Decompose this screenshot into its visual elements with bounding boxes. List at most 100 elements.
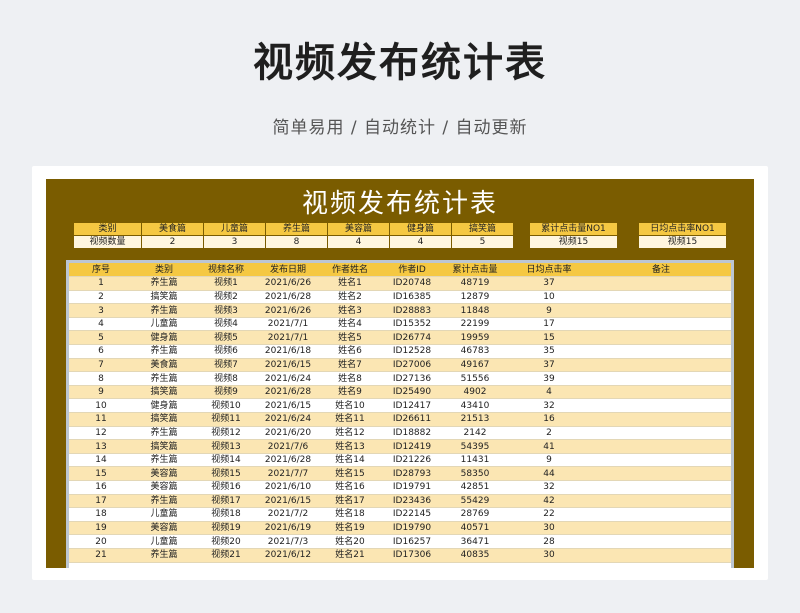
- table-cell[interactable]: 2021/6/19: [257, 521, 319, 536]
- table-cell[interactable]: 视频4: [195, 317, 257, 332]
- table-cell[interactable]: ID21226: [381, 453, 443, 468]
- table-cell[interactable]: 养生篇: [133, 303, 195, 318]
- table-cell[interactable]: [591, 290, 731, 305]
- table-cell[interactable]: 姓名2: [319, 290, 381, 305]
- table-row[interactable]: 19 美容篇 视频19 2021/6/19 姓名19 ID19790 40571 30: [69, 521, 731, 536]
- table-cell[interactable]: 养生篇: [133, 276, 195, 291]
- table-cell[interactable]: 18: [69, 507, 133, 522]
- table-cell[interactable]: 11431: [443, 453, 507, 468]
- table-cell[interactable]: 2021/7/1: [257, 330, 319, 346]
- table-row[interactable]: 8 养生篇 视频8 2021/6/24 姓名8 ID27136 51556 39: [69, 371, 731, 386]
- table-cell[interactable]: 2021/6/12: [257, 548, 319, 563]
- table-cell[interactable]: 视频13: [195, 439, 257, 454]
- table-cell[interactable]: 2021/7/1: [257, 317, 319, 332]
- table-cell[interactable]: ID19791: [381, 480, 443, 495]
- table-cell[interactable]: 儿童篇: [133, 534, 195, 549]
- table-cell[interactable]: 15: [69, 466, 133, 481]
- table-cell[interactable]: 姓名20: [319, 534, 381, 549]
- table-cell[interactable]: 姓名5: [319, 330, 381, 346]
- table-cell[interactable]: ID16257: [381, 534, 443, 549]
- table-cell[interactable]: 46783: [443, 344, 507, 359]
- table-cell[interactable]: 28769: [443, 507, 507, 522]
- table-cell[interactable]: ID12528: [381, 344, 443, 359]
- table-cell[interactable]: 健身篇: [133, 330, 195, 346]
- table-cell[interactable]: 姓名1: [319, 276, 381, 291]
- summary-count[interactable]: 3: [203, 235, 266, 249]
- column-header[interactable]: 发布日期: [257, 263, 319, 278]
- table-cell[interactable]: 40571: [443, 521, 507, 536]
- table-cell[interactable]: 8: [69, 371, 133, 386]
- table-cell[interactable]: 22199: [443, 317, 507, 332]
- table-cell[interactable]: ID16385: [381, 290, 443, 305]
- table-cell[interactable]: 37: [507, 358, 591, 373]
- table-cell[interactable]: 22: [507, 507, 591, 522]
- table-cell[interactable]: 39: [507, 371, 591, 386]
- column-header[interactable]: 序号: [69, 263, 133, 278]
- table-cell[interactable]: 2021/7/2: [257, 507, 319, 522]
- table-cell[interactable]: 姓名15: [319, 466, 381, 481]
- column-header[interactable]: 视频名称: [195, 263, 257, 278]
- table-cell[interactable]: ID20748: [381, 276, 443, 291]
- table-cell[interactable]: [591, 317, 731, 332]
- table-cell[interactable]: 姓名4: [319, 317, 381, 332]
- table-cell[interactable]: 儿童篇: [133, 317, 195, 332]
- table-cell[interactable]: 41: [507, 439, 591, 454]
- table-cell[interactable]: 21: [69, 548, 133, 563]
- table-row[interactable]: 11 搞笑篇 视频11 2021/6/24 姓名11 ID26611 21513 16: [69, 412, 731, 427]
- table-cell[interactable]: 姓名16: [319, 480, 381, 495]
- table-cell[interactable]: ID28883: [381, 303, 443, 318]
- table-cell[interactable]: 视频2: [195, 290, 257, 305]
- table-cell[interactable]: 姓名19: [319, 521, 381, 536]
- table-cell[interactable]: 儿童篇: [133, 507, 195, 522]
- table-cell[interactable]: 32: [507, 398, 591, 414]
- table-cell[interactable]: 11848: [443, 303, 507, 318]
- table-cell[interactable]: [591, 276, 731, 291]
- table-cell[interactable]: [591, 534, 731, 549]
- table-cell[interactable]: 视频18: [195, 507, 257, 522]
- top-daily-value[interactable]: 视频15: [638, 235, 727, 249]
- table-cell[interactable]: 2021/6/28: [257, 290, 319, 305]
- table-cell[interactable]: ID18882: [381, 426, 443, 441]
- table-cell[interactable]: 19959: [443, 330, 507, 346]
- summary-count[interactable]: 5: [451, 235, 514, 249]
- table-cell[interactable]: 36471: [443, 534, 507, 549]
- table-cell[interactable]: 搞笑篇: [133, 385, 195, 400]
- table-row[interactable]: 1 养生篇 视频1 2021/6/26 姓名1 ID20748 48719 37: [69, 276, 731, 291]
- table-cell[interactable]: 健身篇: [133, 398, 195, 414]
- table-cell[interactable]: 3: [69, 303, 133, 318]
- table-cell[interactable]: 视频8: [195, 371, 257, 386]
- table-cell[interactable]: [591, 494, 731, 509]
- table-cell[interactable]: 4902: [443, 385, 507, 400]
- table-cell[interactable]: 养生篇: [133, 494, 195, 509]
- table-cell[interactable]: 姓名14: [319, 453, 381, 468]
- table-cell[interactable]: 姓名17: [319, 494, 381, 509]
- table-row[interactable]: 12 养生篇 视频12 2021/6/20 姓名12 ID18882 2142 2: [69, 426, 731, 441]
- table-cell[interactable]: 37: [507, 276, 591, 291]
- table-cell[interactable]: 视频14: [195, 453, 257, 468]
- table-cell[interactable]: 4: [507, 385, 591, 400]
- table-row[interactable]: 5 健身篇 视频5 2021/7/1 姓名5 ID26774 19959 15: [69, 330, 731, 346]
- table-cell[interactable]: 2021/7/3: [257, 534, 319, 549]
- table-cell[interactable]: 视频1: [195, 276, 257, 291]
- table-cell[interactable]: 视频12: [195, 426, 257, 441]
- table-cell[interactable]: 姓名10: [319, 398, 381, 414]
- table-cell[interactable]: 16: [507, 412, 591, 427]
- table-cell[interactable]: 视频10: [195, 398, 257, 414]
- table-cell[interactable]: ID27006: [381, 358, 443, 373]
- table-cell[interactable]: 2021/6/28: [257, 385, 319, 400]
- table-cell[interactable]: 2021/6/18: [257, 344, 319, 359]
- table-cell[interactable]: 2021/6/26: [257, 303, 319, 318]
- table-cell[interactable]: 2142: [443, 426, 507, 441]
- table-cell[interactable]: 姓名12: [319, 426, 381, 441]
- table-row[interactable]: 4 儿童篇 视频4 2021/7/1 姓名4 ID15352 22199 17: [69, 317, 731, 332]
- table-cell[interactable]: 美容篇: [133, 480, 195, 495]
- table-cell[interactable]: 视频9: [195, 385, 257, 400]
- table-cell[interactable]: 视频11: [195, 412, 257, 427]
- table-cell[interactable]: 30: [507, 521, 591, 536]
- table-cell[interactable]: 17: [69, 494, 133, 509]
- table-cell[interactable]: 姓名3: [319, 303, 381, 318]
- table-cell[interactable]: 15: [507, 330, 591, 346]
- table-row[interactable]: 20 儿童篇 视频20 2021/7/3 姓名20 ID16257 36471 28: [69, 534, 731, 549]
- table-cell[interactable]: 1: [69, 276, 133, 291]
- table-cell[interactable]: ID12419: [381, 439, 443, 454]
